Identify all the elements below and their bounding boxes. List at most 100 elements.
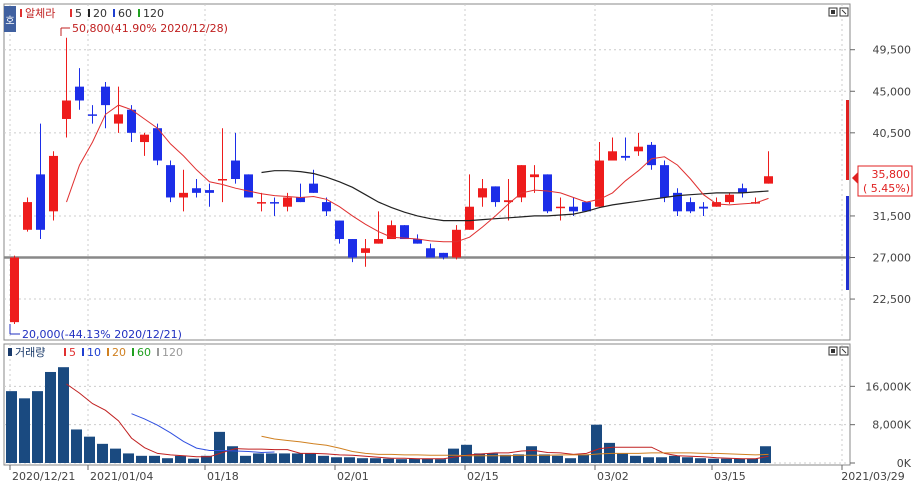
volume-ma10-line [131, 413, 275, 454]
candle-body [530, 174, 539, 178]
legend-marker-icon [107, 348, 109, 356]
maximize-icon-inner [831, 10, 835, 14]
volume-bar [97, 443, 108, 463]
volume-ma-label: 10 [87, 346, 101, 359]
volume-bar [162, 458, 173, 463]
volume-bar [409, 458, 420, 463]
volume-bar [292, 453, 303, 463]
price-ma-label: 60 [118, 7, 132, 20]
volume-bar [526, 446, 537, 463]
candle-body [205, 190, 214, 193]
volume-bar [669, 455, 680, 463]
legend-marker-icon [138, 9, 140, 17]
price-ma-label: 20 [93, 7, 107, 20]
legend-marker-icon [20, 9, 22, 17]
candle-body [283, 197, 292, 207]
candle-body [595, 160, 604, 207]
candle-body [335, 220, 344, 240]
volume-bar [643, 457, 654, 463]
current-price-change: ( 5.45%) [863, 182, 910, 195]
candle-body [673, 192, 682, 212]
candle-body [127, 109, 136, 133]
volume-bar [383, 458, 394, 463]
volume-tick-label: 8,000K [872, 419, 911, 432]
current-price-arrow-icon [852, 172, 858, 184]
price-ma-label: 120 [143, 7, 164, 20]
legend-marker-icon [157, 348, 159, 356]
candle-body [426, 248, 435, 258]
volume-bar [123, 453, 134, 463]
candle-body [738, 188, 747, 193]
volume-bar [110, 448, 121, 463]
ma20-line [261, 170, 769, 222]
candle-body [36, 174, 45, 230]
volume-bar [487, 453, 498, 463]
candle-body [10, 257, 19, 323]
legend-marker-icon [70, 9, 72, 17]
volume-bar [630, 455, 641, 463]
candle-body [244, 174, 253, 198]
volume-bar [604, 442, 615, 463]
legend-marker-icon [132, 348, 134, 356]
candle-body [270, 202, 279, 204]
volume-bar [695, 458, 706, 463]
range-bar-up [846, 100, 849, 180]
volume-bar [721, 458, 732, 463]
candle-body [647, 144, 656, 166]
volume-bar [201, 455, 212, 463]
side-tab[interactable] [4, 6, 16, 32]
candle-body [582, 202, 591, 212]
candle-body [296, 197, 305, 203]
volume-bar [6, 391, 17, 463]
candle-body [439, 252, 448, 258]
candle-body [348, 239, 357, 258]
volume-bar [591, 424, 602, 463]
volume-bar [474, 453, 485, 463]
date-tick-label: 2021/03/29 [841, 470, 904, 483]
side-tab-label: 호 [5, 15, 14, 27]
volume-bar [552, 455, 563, 463]
price-tick-label: 49,500 [873, 44, 912, 57]
price-tick-label: 40,500 [873, 127, 912, 140]
candle-body [101, 86, 110, 106]
price-panel [3, 3, 851, 341]
candle-body [465, 206, 474, 230]
price-axis: 22,500 27,000 31,500 40,500 45,000 49,500 [850, 44, 911, 306]
candle-body [621, 155, 630, 158]
volume-tick-label: 0K [897, 457, 912, 470]
volume-bar [435, 459, 446, 463]
volume-axis: 0K 8,000K 16,000K [850, 380, 912, 470]
volume-bar [396, 459, 407, 463]
volume-bar [149, 455, 160, 463]
volume-bar [19, 398, 30, 463]
date-tick-label: 01/18 [207, 470, 239, 483]
price-legend-name: 알체라 [25, 6, 55, 20]
candle-body [309, 183, 318, 193]
volume-bars [6, 367, 771, 463]
current-price-box: 35,800 ( 5.45%) [852, 165, 913, 197]
date-tick-label: 02/01 [337, 470, 369, 483]
volume-bar [84, 436, 95, 463]
volume-bar [578, 454, 589, 463]
candle-body [166, 165, 175, 198]
volume-bar [682, 457, 693, 463]
candle-body [491, 186, 500, 203]
low-annotation-text: 20,000(-44.13% 2020/12/21) [22, 328, 182, 341]
candle-body [257, 202, 266, 204]
legend-marker-icon [88, 9, 90, 17]
volume-bar [331, 457, 342, 463]
candle-body [699, 206, 708, 209]
volume-bar [253, 453, 264, 463]
candle-body [62, 100, 71, 119]
candles [10, 37, 773, 324]
candle-body [322, 202, 331, 212]
close-icon-stroke [841, 348, 847, 354]
volume-bar [734, 458, 745, 463]
candle-body [140, 134, 149, 143]
volume-ma20-line [261, 435, 769, 457]
candle-body [88, 114, 97, 116]
candle-body [49, 155, 58, 212]
date-tick-label: 02/15 [467, 470, 499, 483]
candle-body [608, 151, 617, 161]
